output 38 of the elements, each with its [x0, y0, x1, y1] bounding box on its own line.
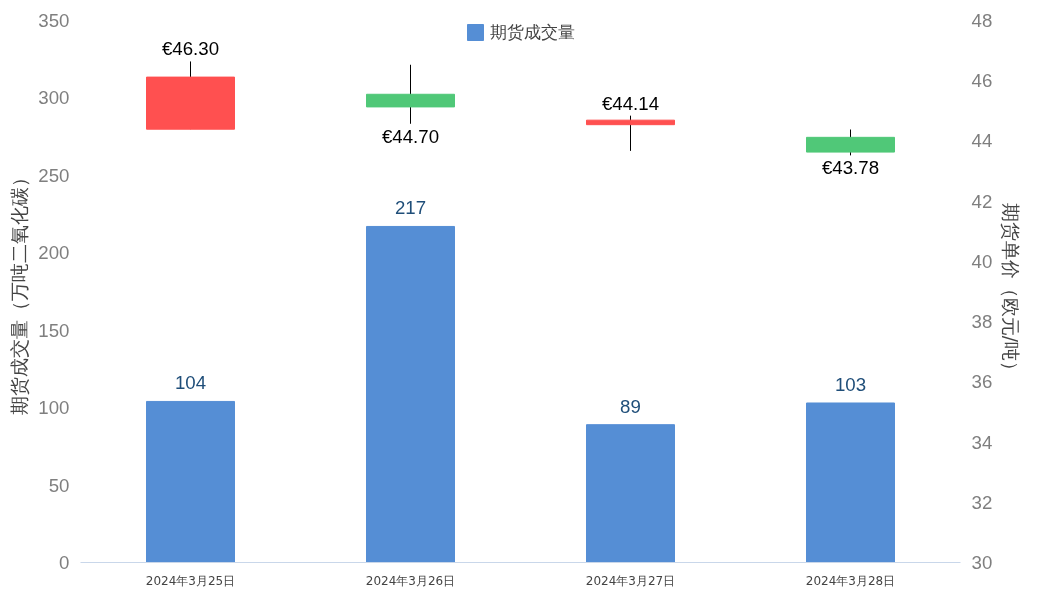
bar: [366, 225, 455, 563]
x-tick-label: 2024年3月27日: [585, 573, 676, 588]
data-label: 89: [620, 395, 641, 417]
y-tick-label: 150: [38, 319, 70, 341]
bar: [146, 400, 235, 563]
y2-tick-label: 32: [971, 491, 993, 513]
text: €43.78: [821, 157, 880, 179]
y2-tick-label: 38: [971, 311, 993, 333]
y-tick-label: 100: [38, 397, 70, 419]
candlestick: [586, 115, 675, 152]
x-tick-label: 2024年3月28日: [805, 573, 896, 588]
bar: [806, 402, 895, 563]
y-axis-title: 期货成交量（万吨二氧化碳）: [9, 168, 31, 415]
y2-tick-label: 46: [971, 70, 993, 92]
y2-tick-label: 48: [971, 10, 993, 31]
data-label: 104: [174, 372, 207, 394]
y-tick-label: 350: [38, 10, 70, 31]
text: €44.70: [381, 125, 440, 147]
y2-tick-label: 40: [971, 250, 993, 272]
data-label: 103: [834, 374, 867, 395]
y2-tick-label: 42: [971, 190, 993, 212]
y2-axis-title: 期货单价（欧元/吨）: [1000, 202, 1022, 381]
data-label: 217: [394, 197, 427, 219]
x-tick-label: 2024年3月25日: [145, 573, 236, 588]
y-tick-label: 0: [59, 552, 70, 573]
text: €46.30: [161, 38, 220, 60]
y-tick-label: 250: [38, 164, 70, 186]
y-tick-label: 200: [38, 242, 70, 264]
bar: [586, 424, 675, 563]
y2-tick-label: 34: [971, 431, 993, 453]
legend-label: 期货成交量: [490, 21, 575, 44]
y2-tick-label: 44: [971, 130, 993, 152]
y2-tick-label: 30: [971, 552, 993, 573]
y-tick-label: 300: [38, 87, 70, 109]
y-tick-label: 50: [48, 474, 70, 496]
text: €44.14: [601, 92, 660, 114]
y2-tick-label: 36: [971, 371, 993, 393]
x-tick-label: 2024年3月26日: [365, 573, 456, 588]
